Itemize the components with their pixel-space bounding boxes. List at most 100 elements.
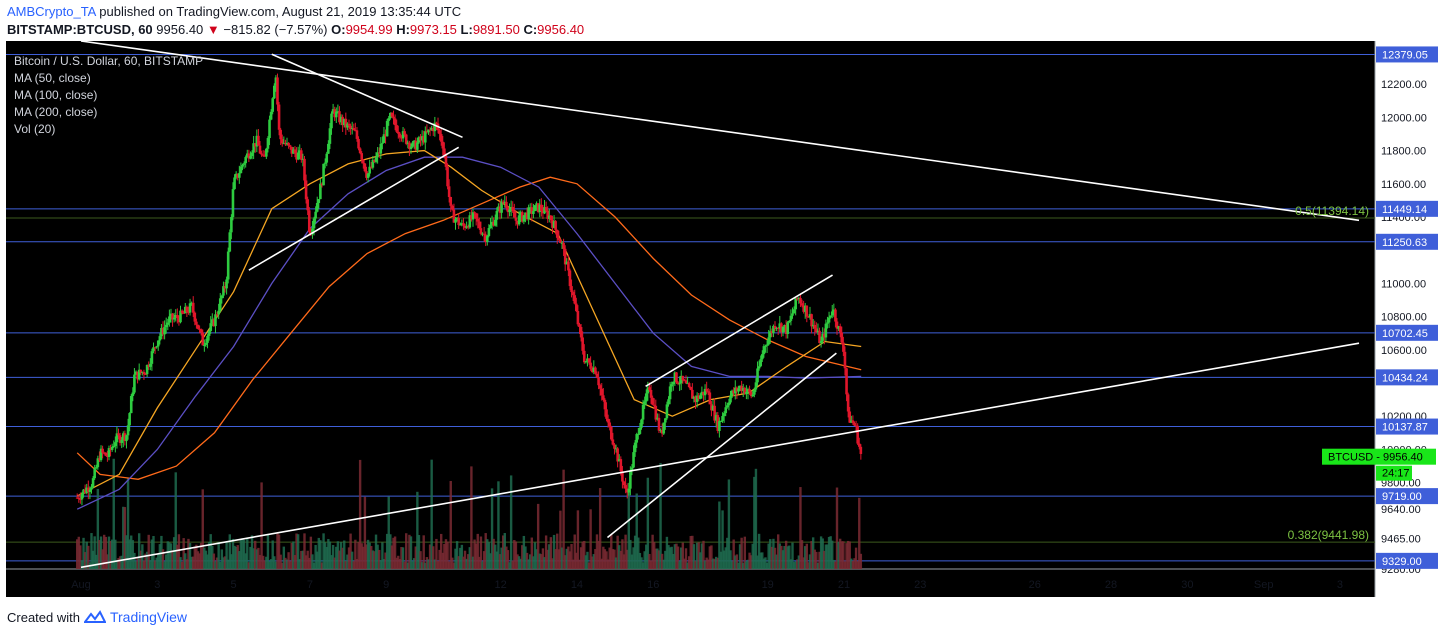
candle-body [88,489,92,492]
candle-body [745,391,748,394]
volume-bar [730,561,734,569]
volume-bar [443,543,446,569]
volume-bar [505,546,508,569]
volume-bar [277,534,281,569]
candle-body [357,138,360,149]
candle-body [508,209,511,213]
candle-body [164,324,168,328]
volume-bar [288,561,292,569]
volume-bar [335,546,338,569]
candle-body [498,206,502,213]
volume-bar [514,541,518,569]
candle-body [75,497,79,499]
candle-body [215,314,219,316]
volume-bar [581,541,584,569]
volume-bar [75,539,79,569]
volume-bar [843,561,847,569]
level-badge [1376,552,1438,569]
volume-bar [83,552,87,569]
candle-body [315,202,319,212]
candle-body [753,389,756,395]
candle-body [406,142,410,144]
volume-bar [691,535,694,569]
close-label: C: [523,22,538,37]
volume-bar [142,560,146,569]
candle-body [773,325,777,329]
candle-body [409,146,413,149]
price-chart[interactable]: 0.5(11394.14) 0.382(9441.98) 12200.00 1200… [6,40,1438,597]
candle-body [284,142,287,145]
candle-body [168,316,171,323]
candle-body [301,158,305,160]
candle-body [396,131,400,134]
candle-body [638,427,642,434]
volume-bar [115,560,119,569]
volume-bar [680,547,683,569]
candle-body [533,205,537,212]
chart-area[interactable]: 0.5(11394.14) 0.382(9441.98) 12200.00 1200… [6,40,1438,597]
candle-body [147,364,151,367]
trendline-lower-channel-bottom[interactable] [606,352,837,539]
volume-bar [107,536,111,569]
candle-body [412,140,416,143]
volume-bar [85,541,88,569]
tradingview-link[interactable]: TradingView [109,609,188,625]
volume-bar [281,562,284,569]
volume-bar [360,543,363,569]
candle-body [360,153,364,160]
volume-bar [762,558,766,569]
candle-body [571,292,575,296]
trendline-upper-wedge-bottom[interactable] [248,146,460,271]
candle-body [762,346,766,355]
candle-body [169,313,173,317]
ma200-line [76,176,862,480]
volume-bar [692,544,696,569]
trendline-long-ascending[interactable] [80,342,1360,569]
ma100-line [76,156,862,510]
candle-body [331,109,335,114]
candle-body [223,286,227,289]
volume-bar [519,558,522,569]
candle-body [730,390,734,396]
author-link[interactable]: AMBCrypto_TA [7,4,96,19]
trendline-long-descending[interactable] [80,40,1360,222]
volume-bar [578,559,581,569]
volume-bar [653,542,656,569]
price-axis[interactable]: 12200.0012000.0011800.0011600.0011400.00… [1376,46,1438,576]
candle-body [217,310,220,315]
candle-body [90,487,93,490]
price-tick-label: 11600.00 [1381,179,1426,191]
candle-body [204,342,208,345]
volume-bar [819,536,823,569]
candle-body [220,295,224,299]
candle-body [614,448,618,450]
volume-bar [474,543,478,569]
time-axis[interactable]: Aug 3 5 7 9 12 14 16 19 21 23 26 28 30 Sep 3 [71,579,1343,591]
volume-bar [668,547,672,569]
candle-body [341,116,344,126]
trendline-lower-channel-top[interactable] [645,274,833,388]
volume-bar [479,536,483,569]
candle-body [118,435,122,443]
trendlines[interactable] [80,40,1360,569]
volume-bar [320,562,324,569]
candle-body [354,130,357,132]
candle-body [853,422,856,426]
volume-bar [357,541,360,569]
volume-bar [765,562,769,569]
trendline-upper-wedge-top[interactable] [271,53,463,139]
volume-bar [328,541,332,569]
candle-body [587,358,591,363]
volume-bar [540,554,543,569]
candle-body [458,224,462,226]
candle-body [829,315,832,318]
volume-bar [101,549,104,569]
candle-body [115,433,119,443]
volume-bar [714,556,718,569]
volume-bar [269,559,273,569]
candle-body [431,128,435,132]
volume-bar [239,539,243,569]
candle-body [482,233,486,235]
volume-bar [786,546,789,569]
volume-bar [266,534,270,569]
